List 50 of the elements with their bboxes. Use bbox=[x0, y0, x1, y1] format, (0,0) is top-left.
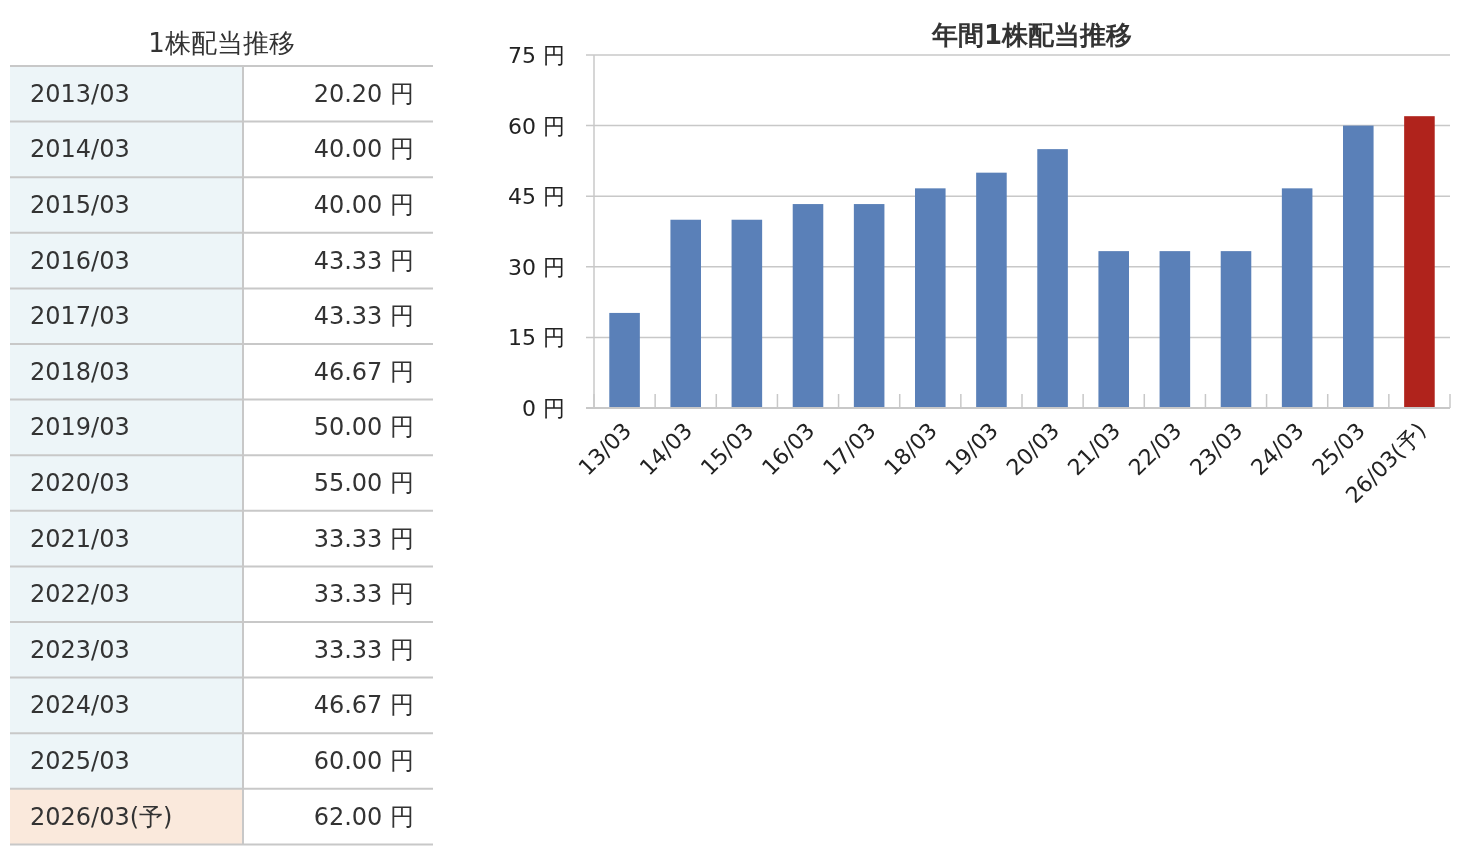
bar bbox=[853, 204, 885, 408]
category-label: 2024/03 bbox=[30, 691, 130, 720]
category-label: 2020/03 bbox=[30, 469, 130, 497]
text: 60.00 円 bbox=[313, 747, 414, 775]
category-label: 2025/03 bbox=[30, 747, 130, 775]
text: 43.33 円 bbox=[313, 302, 414, 331]
bar bbox=[1281, 188, 1313, 408]
text: 43.33 円 bbox=[313, 246, 414, 275]
category-label: 2019/03 bbox=[30, 413, 130, 442]
text: 46.67 円 bbox=[313, 357, 414, 386]
text: 1株配当推移 bbox=[148, 28, 295, 58]
text: 55.00 円 bbox=[313, 469, 414, 497]
bar bbox=[609, 312, 640, 408]
bar bbox=[670, 219, 701, 408]
text: 40.00 円 bbox=[313, 135, 414, 164]
category-label: 2016/03 bbox=[30, 246, 130, 275]
y-tick-label: 0 円 bbox=[522, 396, 565, 421]
category-label: 2026/03(予) bbox=[30, 802, 173, 831]
text: 20.20 円 bbox=[313, 79, 414, 108]
y-tick-label: 60 円 bbox=[508, 113, 565, 139]
text: 33.33 円 bbox=[313, 635, 414, 664]
text: 33.33 円 bbox=[313, 524, 414, 553]
bar bbox=[1159, 251, 1191, 408]
category-label: 2014/03 bbox=[30, 135, 130, 164]
bar bbox=[976, 172, 1007, 408]
chart-title: 年間1株配当推移 bbox=[930, 20, 1133, 50]
bar bbox=[915, 188, 946, 408]
text: 40.00 円 bbox=[313, 191, 414, 219]
category-label: 2013/03 bbox=[30, 79, 130, 108]
category-label: 2022/03 bbox=[30, 580, 130, 609]
bar bbox=[792, 204, 824, 408]
y-tick-label: 15 円 bbox=[508, 325, 565, 351]
y-tick-label: 45 円 bbox=[508, 184, 565, 210]
text: 62.00 円 bbox=[313, 802, 414, 831]
category-label: 2015/03 bbox=[30, 191, 130, 219]
category-label: 2018/03 bbox=[30, 357, 130, 386]
text: 50.00 円 bbox=[313, 413, 414, 442]
bar bbox=[1343, 125, 1374, 408]
y-tick-label: 30 円 bbox=[508, 254, 565, 280]
text: 33.33 円 bbox=[313, 580, 414, 609]
bar bbox=[1098, 251, 1129, 408]
category-label: 2023/03 bbox=[30, 635, 130, 664]
bar bbox=[1037, 149, 1068, 408]
bar bbox=[731, 219, 763, 408]
y-tick-label: 75 円 bbox=[508, 43, 565, 68]
category-label: 2017/03 bbox=[30, 302, 130, 331]
category-label: 2021/03 bbox=[30, 524, 130, 553]
bar bbox=[1220, 251, 1252, 408]
bar bbox=[1404, 116, 1435, 408]
text: 46.67 円 bbox=[313, 691, 414, 720]
